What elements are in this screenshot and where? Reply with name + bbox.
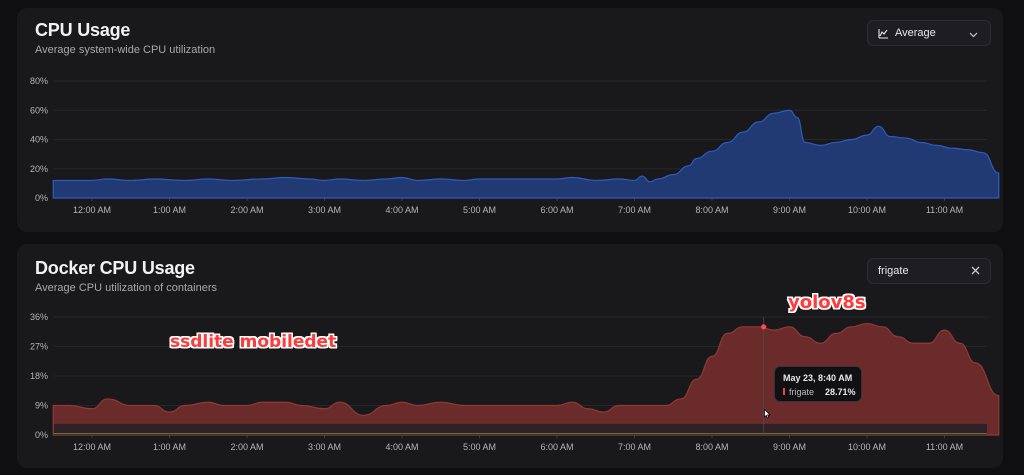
docker-cpu-chart[interactable]: 0% 9% 18% 27% 36% 12:00 AM 1:00 AM 2:00 AM 3:00 … <box>17 244 1003 468</box>
other-containers-band <box>54 423 987 435</box>
y-tick-label: 27% <box>30 342 48 352</box>
x-tick-label: 1:00 AM <box>153 205 186 215</box>
x-tick-label: 4:00 AM <box>385 205 418 215</box>
x-tick-label: 11:00 AM <box>926 442 963 452</box>
x-tick-label: 10:00 AM <box>848 205 886 215</box>
y-tick-label: 0% <box>35 430 48 440</box>
x-tick-label: 12:00 AM <box>73 205 111 215</box>
docker-panel-subtitle: Average CPU utilization of containers <box>35 282 218 294</box>
tooltip-series-swatch <box>783 388 785 395</box>
chevron-down-icon <box>969 29 978 38</box>
y-tick-label: 40% <box>30 135 48 145</box>
annotation-ssdlite-mobiledet: ssdlite mobiledet <box>170 332 337 352</box>
y-tick-label: 80% <box>30 76 48 86</box>
x-tick-label: 5:00 AM <box>463 205 496 215</box>
cpu-usage-panel: CPU Usage Average system-wide CPU utiliz… <box>17 8 1003 232</box>
cpu-panel-title: CPU Usage <box>35 20 131 40</box>
x-tick-label: 8:00 AM <box>695 205 728 215</box>
y-tick-label: 18% <box>30 371 48 381</box>
tooltip-series-name: frigate <box>789 387 815 397</box>
aggregation-dropdown-label: Average <box>895 27 936 39</box>
x-tick-label: 9:00 AM <box>773 205 806 215</box>
y-tick-label: 0% <box>35 193 48 203</box>
clear-filter-icon[interactable] <box>971 266 980 275</box>
x-tick-label: 3:00 AM <box>308 442 341 452</box>
tooltip-value: 28.71% <box>825 387 856 397</box>
docker-cpu-panel: Docker CPU Usage Average CPU utilization… <box>17 244 1003 468</box>
x-tick-label: 5:00 AM <box>463 442 496 452</box>
baseline-series-line <box>54 433 987 435</box>
x-tick-label: 8:00 AM <box>695 442 728 452</box>
x-tick-label: 6:00 AM <box>540 205 573 215</box>
x-tick-label: 2:00 AM <box>230 442 263 452</box>
x-tick-label: 9:00 AM <box>773 442 806 452</box>
x-tick-label: 7:00 AM <box>618 205 651 215</box>
chart-area-icon <box>878 28 889 39</box>
x-tick-label: 6:00 AM <box>540 442 573 452</box>
aggregation-dropdown[interactable]: Average <box>867 20 991 46</box>
container-filter-input[interactable]: frigate <box>867 258 991 284</box>
tooltip-time: May 23, 8:40 AM <box>783 373 853 383</box>
cpu-usage-chart[interactable]: 0% 20% 40% 60% 80% 12:00 AM 1:00 AM 2:00 AM 3:00… <box>17 8 1003 232</box>
x-tick-label: 11:00 AM <box>926 205 963 215</box>
y-tick-label: 20% <box>30 164 48 174</box>
cpu-panel-subtitle: Average system-wide CPU utilization <box>35 44 216 56</box>
x-tick-label: 1:00 AM <box>153 442 186 452</box>
hover-marker <box>761 324 767 330</box>
y-tick-label: 60% <box>30 105 48 115</box>
mouse-cursor-icon <box>764 406 771 419</box>
y-tick-label: 9% <box>35 401 48 411</box>
frigate-area-series[interactable] <box>52 322 1000 436</box>
x-tick-label: 10:00 AM <box>848 442 886 452</box>
cpu-area-series[interactable] <box>52 109 1000 199</box>
container-filter-value: frigate <box>878 265 909 277</box>
x-tick-label: 3:00 AM <box>308 205 341 215</box>
chart-tooltip: May 23, 8:40 AM frigate 28.71% <box>774 366 862 402</box>
docker-panel-title: Docker CPU Usage <box>35 258 195 278</box>
annotation-yolov8s: yolov8s <box>788 292 866 313</box>
x-tick-label: 2:00 AM <box>230 205 263 215</box>
y-tick-label: 36% <box>30 312 48 322</box>
x-tick-label: 4:00 AM <box>385 442 418 452</box>
x-tick-label: 12:00 AM <box>73 442 111 452</box>
x-tick-label: 7:00 AM <box>618 442 651 452</box>
